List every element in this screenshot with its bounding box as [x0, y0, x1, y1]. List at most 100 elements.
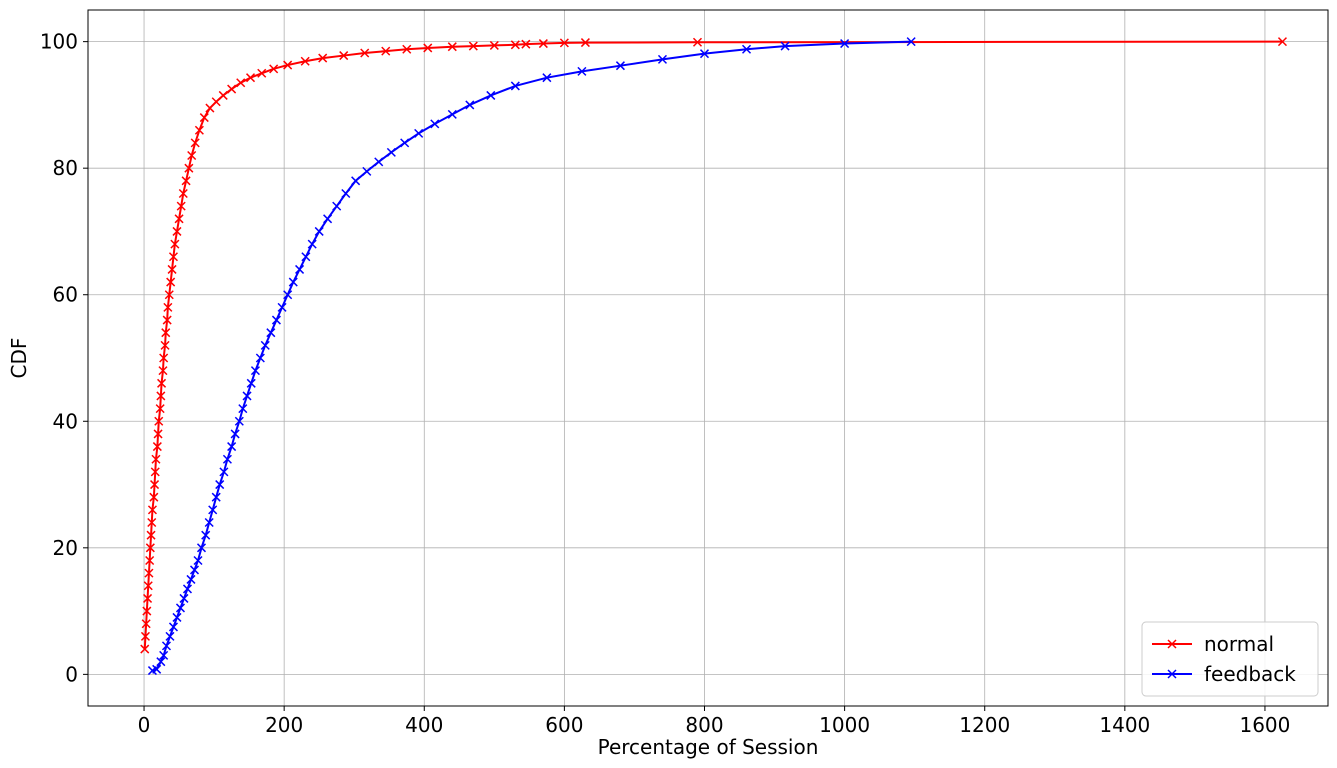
- marker-stroke: [510, 81, 520, 91]
- data-point-normal: [166, 277, 176, 287]
- marker-stroke: [176, 201, 186, 211]
- data-point-feedback: [234, 416, 244, 426]
- marker-stroke: [151, 454, 161, 464]
- data-point-feedback: [341, 188, 351, 199]
- data-point-normal: [489, 40, 499, 50]
- data-point-normal: [162, 315, 172, 325]
- marker-stroke: [208, 505, 218, 515]
- data-point-normal: [145, 555, 155, 566]
- marker-stroke: [227, 84, 237, 94]
- marker-stroke: [186, 574, 196, 584]
- marker-stroke: [288, 277, 298, 287]
- marker-stroke: [692, 37, 703, 47]
- y-tick-label: 80: [53, 156, 78, 180]
- data-point-feedback: [400, 138, 410, 148]
- legend-marker: [1167, 639, 1177, 649]
- marker-stroke: [277, 302, 287, 312]
- marker-stroke: [341, 188, 351, 199]
- marker-stroke: [143, 593, 153, 603]
- data-point-feedback: [295, 264, 305, 274]
- data-point-feedback: [230, 429, 240, 439]
- marker-stroke: [542, 73, 552, 83]
- marker-stroke: [199, 113, 209, 123]
- marker-stroke: [227, 442, 237, 452]
- data-point-feedback: [196, 543, 207, 553]
- data-point-feedback: [486, 90, 496, 100]
- marker-stroke: [167, 264, 177, 274]
- data-point-feedback: [430, 119, 440, 129]
- data-point-normal: [174, 214, 184, 224]
- data-point-feedback: [447, 109, 457, 119]
- marker-stroke: [257, 68, 267, 78]
- marker-stroke: [255, 353, 265, 363]
- x-tick-label: 1200: [959, 713, 1010, 737]
- data-point-feedback: [283, 290, 293, 300]
- series-line-feedback: [152, 40, 912, 672]
- data-point-normal: [236, 78, 246, 88]
- series-layer: [140, 37, 1287, 676]
- data-point-normal: [141, 619, 151, 629]
- marker-stroke: [143, 581, 153, 591]
- data-point-normal: [143, 581, 153, 591]
- x-tick-label: 0: [138, 713, 151, 737]
- data-point-normal: [269, 64, 279, 74]
- data-point-feedback: [219, 467, 229, 477]
- data-point-feedback: [362, 166, 372, 176]
- data-point-normal: [181, 176, 191, 186]
- marker-stroke: [230, 429, 240, 439]
- marker-stroke: [323, 214, 333, 224]
- marker-stroke: [150, 467, 160, 477]
- legend-label: normal: [1204, 632, 1274, 656]
- marker-stroke: [156, 391, 166, 401]
- marker-stroke: [168, 252, 178, 262]
- marker-stroke: [234, 416, 244, 426]
- data-point-normal: [170, 239, 180, 249]
- data-point-normal: [142, 606, 152, 616]
- data-point-feedback: [172, 612, 182, 622]
- data-point-normal: [283, 60, 293, 70]
- data-point-normal: [158, 366, 168, 376]
- data-point-normal: [194, 125, 204, 135]
- grid-layer: [88, 10, 1328, 706]
- data-point-feedback: [161, 641, 171, 651]
- data-point-feedback: [222, 454, 232, 464]
- marker-stroke: [193, 555, 203, 566]
- marker-stroke: [140, 631, 150, 641]
- data-point-feedback: [288, 277, 298, 287]
- data-point-normal: [559, 38, 569, 48]
- marker-stroke: [222, 454, 232, 464]
- data-point-feedback: [186, 574, 196, 584]
- data-point-normal: [154, 416, 164, 426]
- marker-stroke: [465, 100, 475, 110]
- y-axis-label: CDF: [7, 338, 31, 379]
- marker-stroke: [168, 622, 178, 632]
- marker-stroke: [400, 138, 410, 148]
- marker-stroke: [238, 404, 248, 414]
- data-point-feedback: [182, 584, 193, 594]
- data-point-feedback: [175, 603, 186, 613]
- data-point-feedback: [414, 128, 424, 138]
- marker-stroke: [266, 328, 276, 338]
- data-point-normal: [468, 41, 478, 51]
- data-point-normal: [1277, 37, 1287, 47]
- data-point-feedback: [699, 49, 710, 59]
- marker-stroke: [577, 66, 587, 76]
- data-point-normal: [159, 353, 169, 363]
- marker-stroke: [154, 416, 164, 426]
- marker-stroke: [164, 290, 174, 300]
- marker-stroke: [179, 593, 189, 603]
- marker-stroke: [414, 128, 424, 138]
- y-tick-label: 100: [40, 30, 78, 54]
- series-normal: [140, 37, 1287, 654]
- data-point-normal: [145, 543, 155, 553]
- marker-stroke: [172, 612, 182, 622]
- data-point-normal: [521, 39, 531, 49]
- marker-stroke: [362, 166, 372, 176]
- marker-stroke: [141, 619, 151, 629]
- data-point-feedback: [246, 378, 256, 388]
- marker-stroke: [152, 664, 162, 674]
- data-point-feedback: [906, 37, 916, 47]
- legend-label: feedback: [1204, 662, 1296, 686]
